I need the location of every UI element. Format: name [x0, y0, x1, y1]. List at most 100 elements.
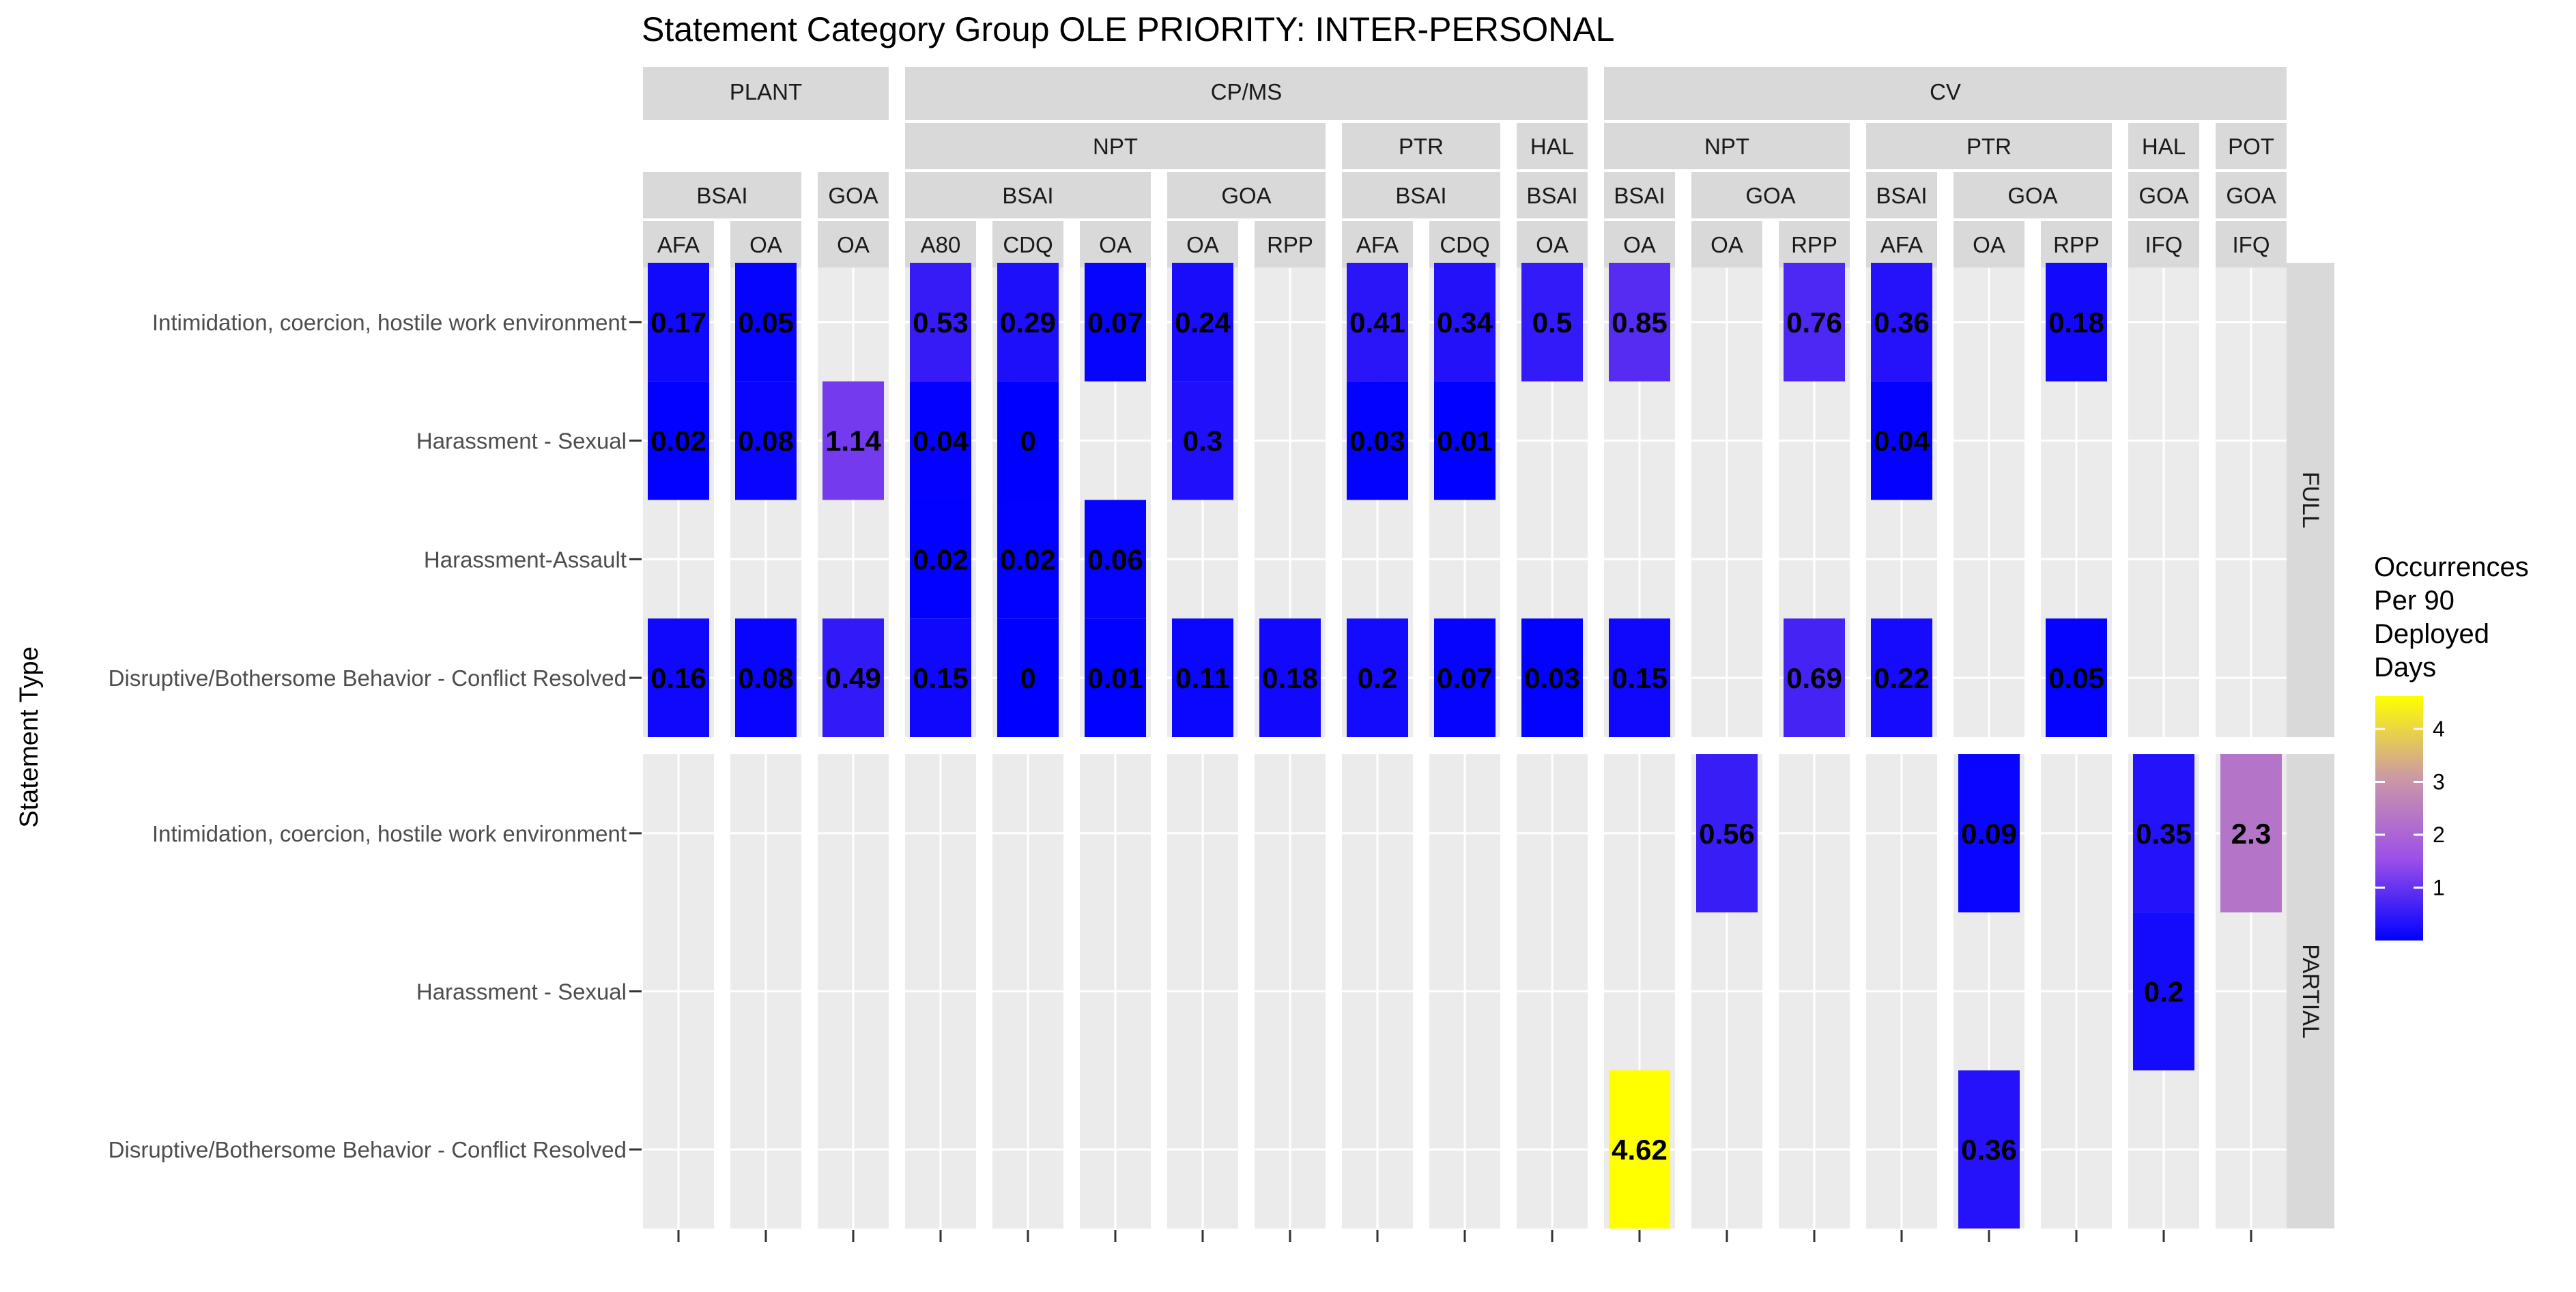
- strip-region: [1342, 172, 1500, 218]
- cell-value-label: 0: [1020, 425, 1035, 457]
- y-tick-label: Intimidation, coercion, hostile work env…: [152, 821, 627, 846]
- strip-program: [905, 221, 976, 268]
- strip-region: [2128, 172, 2199, 218]
- strip-program: [730, 221, 801, 268]
- heatmap-cell: [1172, 381, 1233, 500]
- legend-title-line: Occurrences: [2374, 552, 2529, 582]
- cell-value-label: 0.01: [1087, 662, 1143, 694]
- heatmap-cell: [1784, 618, 1845, 737]
- cell-value-label: 0.24: [1175, 306, 1231, 339]
- cell-value-label: 0.07: [1087, 306, 1143, 339]
- heatmap-cell: [997, 618, 1059, 737]
- cell-value-label: 0.03: [1349, 425, 1405, 457]
- strip-region: [1691, 172, 1850, 218]
- cell-layer: 0.17 0.05 0.53 0.29 0.07 0.24 0.41 0.34 0.5 0.85 0…: [648, 263, 2282, 1229]
- strip-gear: [1604, 123, 1850, 169]
- strip-gear: [1342, 123, 1500, 169]
- cell-value-label: 4.62: [1612, 1134, 1668, 1166]
- heatmap-cell: [1871, 381, 1932, 500]
- heatmap-cell: [997, 381, 1059, 500]
- heatmap-cell: [910, 263, 971, 382]
- strip-region: [818, 172, 889, 218]
- cell-value-label: 0.2: [2144, 976, 2184, 1008]
- heatmap-cell: [1609, 1070, 1670, 1229]
- strip-program: [818, 221, 889, 268]
- cell-value-label: 0.35: [2136, 818, 2192, 850]
- cell-value-label: 0.04: [1874, 425, 1930, 457]
- cell-value-label: 0: [1020, 662, 1035, 694]
- strip-region: [643, 172, 801, 218]
- cell-value-label: 0.29: [1000, 306, 1056, 339]
- cell-value-label: 0.03: [1524, 662, 1580, 694]
- cell-value-label: 0.04: [913, 425, 969, 457]
- strip-program: [1080, 221, 1151, 268]
- strip-region-label: GOA: [2007, 183, 2057, 208]
- cell-value-label: 0.18: [1262, 662, 1318, 694]
- heatmap-cell: [997, 263, 1059, 382]
- heatmap-cell: [2133, 754, 2194, 913]
- strip-region: [1167, 172, 1326, 218]
- heatmap-cell: [1696, 754, 1758, 913]
- strip-layer: FULL PARTIAL PLANT CP/MS CV NPT PTR HAL NPT PTR HA…: [643, 67, 2334, 1229]
- y-tick-label: Harassment - Sexual: [416, 979, 627, 1005]
- strip-program-label: OA: [1973, 232, 2005, 257]
- cell-value-label: 2.3: [2231, 818, 2271, 850]
- heatmap-cell: [1609, 618, 1670, 737]
- strip-gear-label: NPT: [1093, 134, 1138, 159]
- y-tick-label: Harassment-Assault: [424, 547, 627, 572]
- strip-gear: [905, 123, 1326, 169]
- strip-region-label: GOA: [2226, 183, 2276, 208]
- cell-value-label: 0.36: [1961, 1134, 2017, 1166]
- heatmap-cell: [2046, 618, 2107, 737]
- cell-value-label: 0.69: [1786, 662, 1842, 694]
- row-strip-label: PARTIAL: [2298, 944, 2323, 1039]
- legend-tick-label: 1: [2433, 876, 2445, 900]
- cell-value-label: 1.14: [825, 425, 881, 457]
- strip-sector-label: PLANT: [730, 79, 802, 104]
- cell-value-label: 0.76: [1786, 306, 1842, 339]
- strip-region-label: GOA: [1221, 183, 1271, 208]
- heatmap-cell: [1347, 381, 1408, 500]
- heatmap-cell: [735, 381, 797, 500]
- strip-program-label: IFQ: [2145, 232, 2183, 257]
- y-tick-label: Disruptive/Bothersome Behavior - Conflic…: [109, 1137, 627, 1162]
- heatmap-cell: [1085, 618, 1146, 737]
- cell-value-label: 0.15: [913, 662, 969, 694]
- cell-value-label: 0.07: [1437, 662, 1493, 694]
- axis-layer: Intimidation, coercion, hostile work env…: [109, 310, 2252, 1242]
- y-tick-label: Disruptive/Bothersome Behavior - Conflic…: [109, 665, 627, 691]
- strip-program-label: AFA: [1356, 232, 1399, 257]
- strip-region: [1866, 172, 1937, 218]
- heatmap-cell: [1085, 263, 1146, 382]
- heatmap-cell: [2046, 263, 2107, 382]
- strip-program-label: RPP: [2053, 232, 2100, 257]
- cell-value-label: 0.56: [1699, 818, 1755, 850]
- strip-region: [1604, 172, 1675, 218]
- strip-sector: [905, 67, 1588, 120]
- heatmap-cell: [1434, 381, 1495, 500]
- cell-value-label: 0.08: [738, 425, 794, 457]
- heatmap-cell: [1871, 263, 1932, 382]
- strip-program-label: CDQ: [1440, 232, 1489, 257]
- heatmap-cell: [1521, 618, 1583, 737]
- cell-value-label: 0.06: [1087, 543, 1143, 575]
- cell-value-label: 0.02: [650, 425, 706, 457]
- heatmap-cell: [910, 618, 971, 737]
- strip-program-label: RPP: [1791, 232, 1837, 257]
- heatmap-cell: [648, 618, 709, 737]
- strip-sector: [1604, 67, 2287, 120]
- cell-value-label: 0.3: [1183, 425, 1222, 457]
- cell-value-label: 0.17: [650, 306, 706, 339]
- heatmap-cell: [1172, 263, 1233, 382]
- strip-program-label: OA: [1711, 232, 1743, 257]
- strip-gear: [1866, 123, 2112, 169]
- strip-region: [2216, 172, 2287, 218]
- cell-value-label: 0.85: [1612, 306, 1668, 339]
- heatmap-cell: [1871, 618, 1932, 737]
- cell-value-label: 0.49: [825, 662, 881, 694]
- strip-program: [2128, 221, 2199, 268]
- cell-value-label: 0.11: [1175, 662, 1229, 694]
- heatmap-cell: [1609, 263, 1670, 382]
